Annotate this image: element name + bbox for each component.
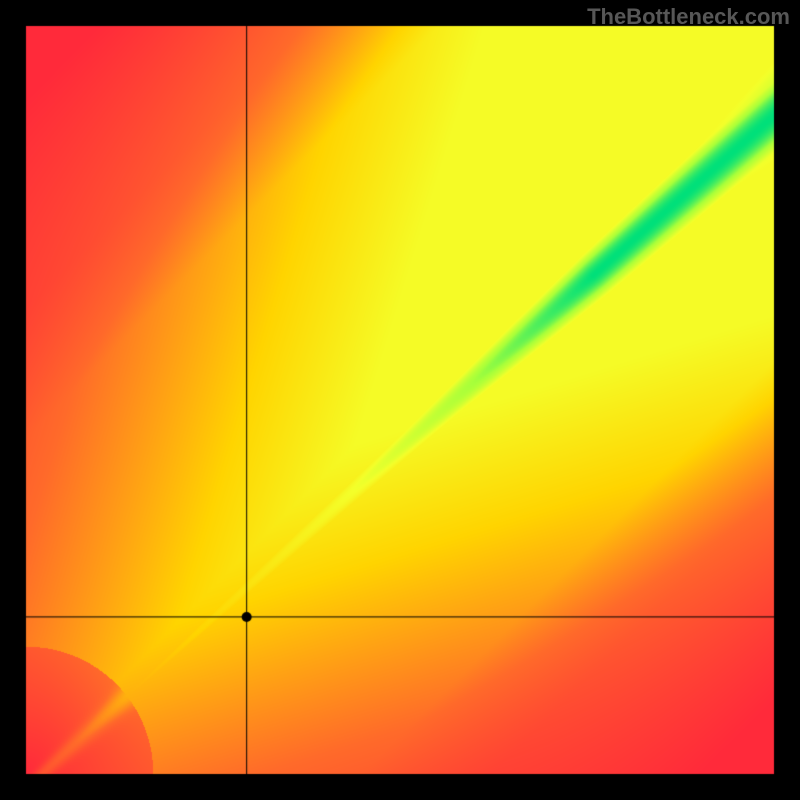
chart-container: TheBottleneck.com	[0, 0, 800, 800]
watermark-text: TheBottleneck.com	[587, 4, 790, 30]
bottleneck-heatmap	[0, 0, 800, 800]
